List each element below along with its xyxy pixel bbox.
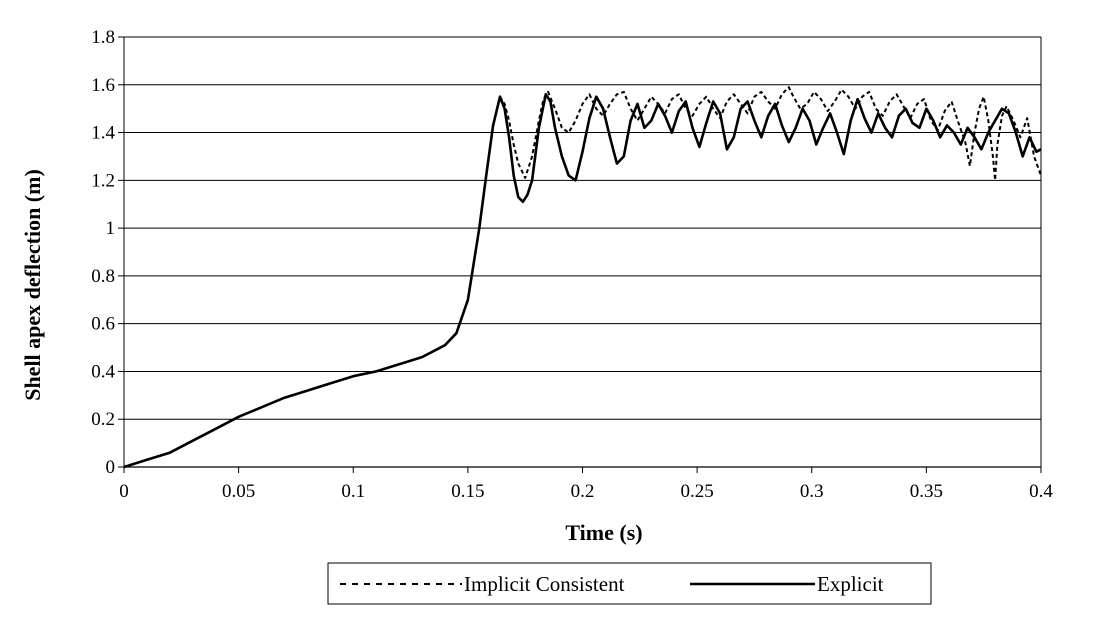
- plot-area: [123, 37, 1042, 468]
- series-line-explicit: [123, 93, 1042, 469]
- x-tick-label-2: 0.1: [341, 481, 365, 502]
- series-line-implicit-consistent: [123, 86, 1042, 468]
- legend-label-explicit: Explicit: [817, 572, 884, 596]
- x-tick-label-7: 0.35: [910, 481, 943, 502]
- y-axis-title: Shell apex deflection (m): [20, 169, 45, 401]
- x-tick-label-3: 0.15: [451, 481, 484, 502]
- x-tick-label-8: 0.4: [1029, 481, 1053, 502]
- gridlines: [124, 36, 1041, 468]
- y-axis: 0 0.2 0.4 0.6 0.8 1 1.2 1.4 1.6 1.8: [91, 27, 124, 478]
- y-tick-label-5: 1: [106, 218, 116, 239]
- legend-label-implicit: Implicit Consistent: [464, 572, 625, 596]
- x-tick-label-1: 0.05: [222, 481, 255, 502]
- y-tick-label-6: 1.2: [91, 170, 115, 191]
- y-tick-label-1: 0.2: [91, 409, 115, 430]
- y-tick-label-0: 0: [106, 457, 116, 478]
- y-tick-label-7: 1.4: [91, 123, 115, 144]
- x-tick-label-5: 0.25: [681, 481, 714, 502]
- x-tick-label-0: 0: [119, 481, 129, 502]
- series-layer: [123, 86, 1042, 469]
- x-tick-label-4: 0.2: [571, 481, 595, 502]
- x-axis-title: Time (s): [565, 520, 642, 545]
- y-tick-label-8: 1.6: [91, 75, 115, 96]
- y-tick-label-4: 0.8: [91, 266, 115, 287]
- x-axis: 0 0.05 0.1 0.15 0.2 0.25 0.3 0.35 0.4: [119, 467, 1053, 502]
- x-tick-label-6: 0.3: [800, 481, 824, 502]
- y-tick-label-3: 0.6: [91, 314, 115, 335]
- legend: Implicit Consistent Explicit: [327, 562, 932, 605]
- y-tick-label-2: 0.4: [91, 361, 115, 382]
- y-tick-label-9: 1.8: [91, 27, 115, 48]
- legend-box: [327, 562, 932, 605]
